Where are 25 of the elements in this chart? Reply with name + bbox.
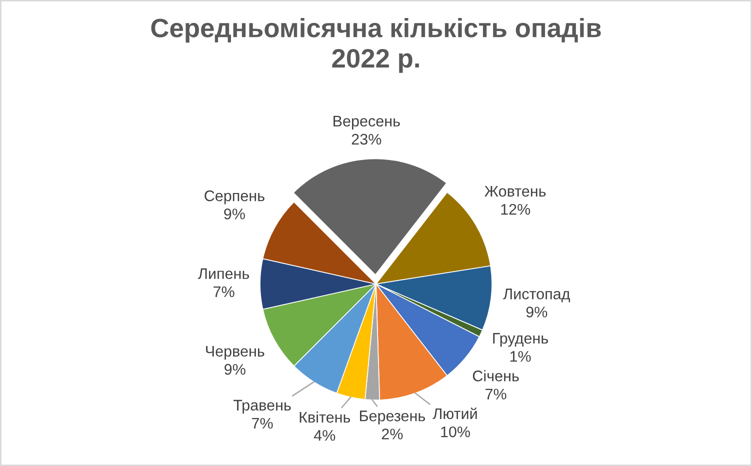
data-label: 2% (382, 428, 403, 440)
slice-label: Листопад (503, 288, 570, 302)
slice-label: Червень (206, 346, 264, 360)
data-label: 10% (441, 426, 470, 438)
slice-label: Квітень (300, 411, 350, 423)
data-label: 12% (501, 204, 530, 215)
slice-label: Вересень (334, 116, 400, 130)
data-label: 9% (224, 208, 245, 220)
slice-label: Січень (472, 370, 519, 382)
slice-label: Березень (360, 410, 426, 424)
slice-label: Лютий (432, 408, 477, 420)
data-label: 7% (252, 418, 273, 429)
data-label: 7% (214, 286, 234, 298)
data-label: 1% (510, 351, 531, 362)
data-label: 23% (352, 134, 382, 145)
data-label: 4% (314, 430, 336, 441)
slice-label: Травень (233, 400, 291, 414)
data-label: 9% (526, 306, 548, 318)
slice-label: Жовтень (484, 186, 546, 197)
data-label: 9% (224, 364, 246, 375)
slice-label: Липень (198, 268, 250, 280)
slice-label: Серпень (204, 190, 264, 204)
chart-title: Середньомісячна кількість опадів 2022 р. (151, 18, 601, 73)
data-label: 7% (486, 388, 506, 400)
slice-label: Грудень (493, 333, 548, 347)
